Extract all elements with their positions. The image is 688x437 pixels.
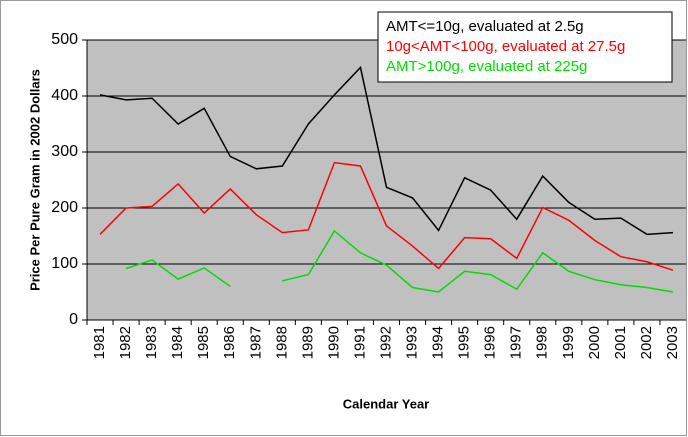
legend-entry: AMT<=10g, evaluated at 2.5g — [386, 18, 584, 35]
x-tick-label: 1981 — [91, 326, 108, 359]
y-tick-label: 200 — [51, 199, 78, 216]
x-tick-label: 1988 — [273, 326, 290, 359]
x-tick-label: 2002 — [638, 326, 655, 359]
plot-area — [87, 40, 686, 320]
legend-box — [377, 11, 673, 83]
x-axis-label: Calendar Year — [343, 396, 429, 411]
x-tick-label: 1984 — [169, 326, 186, 359]
x-tick-label: 1986 — [221, 326, 238, 359]
y-tick-label: 0 — [69, 311, 78, 328]
series-line — [99, 65, 674, 236]
series-line — [99, 161, 674, 271]
x-tick-label: 1990 — [325, 326, 342, 359]
x-tick-label: 1987 — [247, 326, 264, 359]
x-tick-label: 1989 — [299, 326, 316, 359]
x-tick-label: 1983 — [143, 326, 160, 359]
x-tick-label: 1996 — [482, 326, 499, 359]
x-tick-label: 2003 — [664, 326, 681, 359]
x-tick-label: 2000 — [586, 326, 603, 359]
y-tick-label: 400 — [51, 87, 78, 104]
x-tick-label: 1998 — [534, 326, 551, 359]
x-tick-label: 1997 — [508, 326, 525, 359]
x-tick-label: 1991 — [351, 326, 368, 359]
y-tick-label: 100 — [51, 255, 78, 272]
y-axis-label: Price Per Pure Gram in 2002 Dollars — [27, 69, 42, 291]
y-tick-label: 300 — [51, 143, 78, 160]
x-tick-label: 1982 — [117, 326, 134, 359]
y-tick-label: 500 — [51, 31, 78, 48]
x-tick-label: 1995 — [456, 326, 473, 359]
series-line — [125, 229, 674, 293]
legend-entry: 10g<AMT<100g, evaluated at 27.5g — [386, 38, 625, 55]
x-tick-label: 1993 — [404, 326, 421, 359]
x-tick-label: 1994 — [430, 326, 447, 359]
x-tick-label: 1999 — [560, 326, 577, 359]
x-tick-label: 1992 — [377, 326, 394, 359]
x-tick-label: 1985 — [195, 326, 212, 359]
legend-entry: AMT>100g, evaluated at 225g — [386, 58, 587, 75]
x-tick-label: 2001 — [612, 326, 629, 359]
